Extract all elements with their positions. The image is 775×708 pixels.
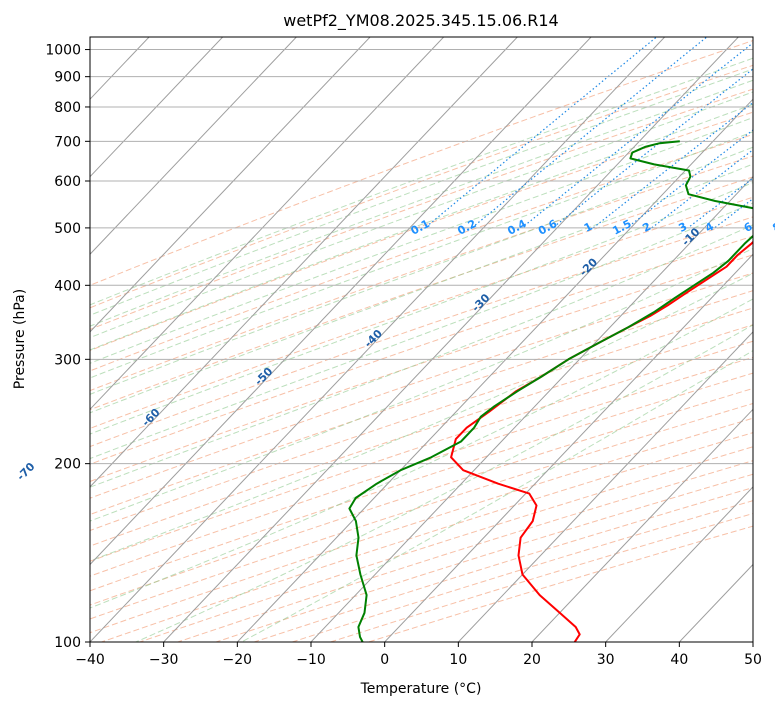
y-axis-label: Pressure (hPa)	[12, 289, 28, 389]
isotherm	[383, 253, 753, 642]
y-tick-label: 200	[54, 457, 81, 473]
moist-adiabat	[90, 181, 753, 435]
x-tick-label: −20	[223, 652, 253, 668]
x-tick-label: −40	[75, 652, 105, 668]
x-axis-label: Temperature (°C)	[360, 681, 482, 697]
isotherm	[90, 37, 298, 255]
y-tick-label: 900	[54, 70, 81, 86]
dry-adiabat	[90, 64, 753, 309]
x-tick-label: −30	[149, 652, 179, 668]
isotherm	[236, 98, 753, 642]
dewpoint-profile-line	[348, 140, 753, 642]
y-axis: 100 200 300 400 500 600 700 800 900 1000	[45, 43, 90, 651]
y-tick-label: 400	[54, 278, 81, 294]
isotherm	[531, 408, 753, 642]
moist-adiabat	[90, 79, 753, 327]
y-tick-label: 100	[54, 635, 81, 651]
plot-frame	[89, 36, 754, 643]
isotherm	[162, 37, 740, 642]
x-tick-label: 40	[670, 652, 688, 668]
x-axis: −40 −30 −20 −10 0 10 20 30 40 50	[75, 642, 762, 668]
isotherm	[90, 37, 371, 333]
y-tick-label: 1000	[45, 43, 81, 59]
isotherm	[90, 37, 445, 411]
dry-adiabat	[90, 324, 753, 547]
dry-adiabat	[90, 272, 753, 499]
y-tick-label: 300	[54, 352, 81, 368]
dry-adiabat	[90, 307, 753, 532]
isotherm	[90, 37, 224, 178]
dry-adiabat	[90, 176, 753, 411]
mixing-ratio-line	[753, 25, 775, 228]
dry-adiabat	[90, 111, 753, 352]
isotherm	[90, 37, 666, 642]
x-tick-label: 0	[380, 652, 389, 668]
y-tick-label: 700	[54, 134, 81, 150]
dry-adiabat	[90, 387, 753, 606]
moist-adiabat	[90, 91, 753, 339]
y-tick-label: 800	[54, 100, 81, 116]
y-tick-label: 500	[54, 221, 81, 237]
isotherm	[604, 486, 753, 642]
dry-adiabat	[90, 155, 753, 392]
isotherm	[457, 331, 753, 642]
x-tick-label: −10	[296, 652, 326, 668]
moist-adiabat	[90, 224, 753, 488]
chart-title: wetPf2_YM08.2025.345.15.06.R14	[283, 11, 558, 31]
mixing-ratio-label: 8	[770, 220, 775, 235]
y-tick-label: 600	[54, 174, 81, 190]
isotherm	[90, 37, 519, 488]
x-tick-label: 50	[744, 652, 762, 668]
isotherm-label: -70	[14, 460, 37, 483]
series-group	[348, 140, 753, 642]
moist-adiabat	[90, 163, 753, 414]
x-tick-label: 10	[449, 652, 467, 668]
x-tick-label: 30	[597, 652, 615, 668]
isotherm	[90, 37, 592, 566]
dry-adiabat	[90, 340, 753, 562]
moist-adiabat	[90, 202, 753, 460]
pressure-grid	[90, 49, 753, 642]
dry-adiabat	[90, 40, 753, 286]
dry-adiabat	[90, 372, 753, 592]
dry-adiabat	[90, 196, 753, 429]
x-tick-label: 20	[523, 652, 541, 668]
moist-adiabat	[90, 103, 753, 351]
dry-adiabat	[90, 235, 753, 465]
